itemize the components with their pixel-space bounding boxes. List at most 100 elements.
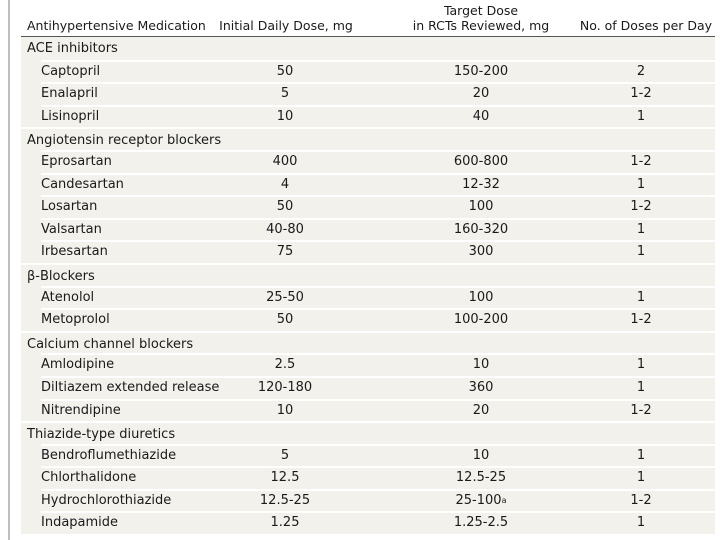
- drug-name: Valsartan: [41, 221, 102, 237]
- table-row: Chlorthalidone 12.5 12.5-25 1: [21, 466, 715, 489]
- header-target-line2: in RCTs Reviewed, mg: [412, 18, 550, 33]
- initial-dose: 12.5-25: [259, 492, 311, 508]
- target-dose: 1.25-2.5: [431, 515, 531, 530]
- initial-dose: 40-80: [266, 221, 304, 237]
- target-dose-value: 12-32: [462, 176, 500, 192]
- doses-per-day: 1: [636, 221, 646, 237]
- table-row: Candesartan 4 12-32 1: [21, 172, 715, 196]
- drug-name: Candesartan: [41, 176, 124, 192]
- target-dose-value: 300: [468, 244, 494, 260]
- doses-per-day: 1-2: [630, 86, 652, 102]
- table-header: Antihypertensive Medication Initial Dail…: [21, 2, 715, 37]
- doses-per-day: 1-2: [630, 402, 652, 418]
- target-dose-value: 100: [468, 289, 494, 305]
- target-dose-value: 25-100: [455, 492, 502, 508]
- category-label: Thiazide-type diuretics: [27, 427, 176, 443]
- target-dose-value: 360: [468, 379, 494, 395]
- header-target-line1: Target Dose: [443, 3, 519, 18]
- target-dose-value: 10: [472, 357, 490, 373]
- initial-dose: 50: [276, 312, 294, 328]
- target-dose: 100: [431, 290, 531, 305]
- initial-dose: 10: [276, 108, 294, 124]
- target-dose-value: 100-200: [453, 312, 509, 328]
- initial-dose: 5: [280, 86, 290, 102]
- initial-dose: 10: [276, 402, 294, 418]
- table-row: Valsartan 40-80 160-320 1: [21, 217, 715, 241]
- category-row: ACE inhibitors: [21, 37, 715, 60]
- drug-name: Nitrendipine: [41, 402, 121, 418]
- drug-name: Amlodipine: [41, 357, 115, 373]
- initial-dose: 5: [280, 447, 290, 463]
- target-dose: 12.5-25: [431, 470, 531, 485]
- target-dose-value: 20: [472, 86, 490, 102]
- table-body: ACE inhibitors Captopril 50 150-200 2 Enalapr…: [21, 37, 715, 535]
- table-row: Lisinopril 10 40 1: [21, 104, 715, 128]
- drug-name: Enalapril: [41, 86, 98, 102]
- target-dose-value: 160-320: [453, 221, 509, 237]
- target-dose-value: 12.5-25: [455, 470, 507, 486]
- table-row: Indapamide 1.25 1.25-2.5 1: [21, 511, 715, 535]
- table-row: Hydrochlorothiazide 12.5-25 25-100a 1-2: [21, 488, 715, 512]
- drug-name: Lisinopril: [41, 108, 100, 124]
- doses-per-day: 1-2: [630, 153, 652, 169]
- category-row: Angiotensin receptor blockers: [21, 127, 715, 150]
- target-dose: 40: [431, 109, 531, 124]
- drug-name: Hydrochlorothiazide: [41, 492, 172, 508]
- target-dose: 10: [431, 448, 531, 463]
- doses-per-day: 1: [636, 470, 646, 486]
- category-row: Thiazide-type diuretics: [21, 421, 715, 444]
- target-dose: 20: [431, 86, 531, 101]
- doses-per-day: 1: [636, 176, 646, 192]
- drug-name: Indapamide: [41, 515, 119, 531]
- table-row: Metoprolol 50 100-200 1-2: [21, 308, 715, 331]
- target-dose: 360: [431, 380, 531, 395]
- doses-per-day: 1: [636, 379, 646, 395]
- table-row: Diltiazem extended release 120-180 360 1: [21, 375, 715, 399]
- drug-name: Irbesartan: [41, 244, 108, 260]
- target-dose-value: 100: [468, 199, 494, 215]
- target-dose: 600-800: [431, 154, 531, 169]
- target-dose-value: 150-200: [453, 63, 509, 79]
- table-row: Amlodipine 2.5 10 1: [21, 353, 715, 376]
- doses-per-day: 1: [636, 357, 646, 373]
- target-dose: 20: [431, 403, 531, 418]
- table-row: Captopril 50 150-200 2: [21, 59, 715, 83]
- initial-dose: 12.5: [270, 470, 300, 486]
- target-dose: 100: [431, 199, 531, 214]
- header-initial-dose: Initial Daily Dose, mg: [219, 18, 353, 33]
- target-dose: 100-200: [431, 312, 531, 327]
- header-doses-per-day: No. of Doses per Day: [579, 18, 713, 33]
- initial-dose: 25-50: [266, 289, 304, 305]
- drug-name: Losartan: [41, 199, 98, 215]
- table-row: Enalapril 5 20 1-2: [21, 82, 715, 105]
- target-dose: 25-100a: [431, 493, 531, 508]
- initial-dose: 4: [280, 176, 290, 192]
- category-label: Angiotensin receptor blockers: [27, 133, 222, 149]
- category-label: Calcium channel blockers: [27, 336, 194, 352]
- initial-dose: 400: [272, 153, 298, 169]
- target-dose-value: 20: [472, 402, 490, 418]
- initial-dose: 50: [276, 63, 294, 79]
- drug-name: Captopril: [41, 63, 101, 79]
- target-dose: 150-200: [431, 64, 531, 79]
- initial-dose: 75: [276, 244, 294, 260]
- initial-dose: 50: [276, 199, 294, 215]
- table-row: Nitrendipine 10 20 1-2: [21, 398, 715, 422]
- doses-per-day: 1-2: [630, 492, 652, 508]
- doses-per-day: 1: [636, 108, 646, 124]
- drug-name: Atenolol: [41, 289, 95, 305]
- doses-per-day: 2: [636, 63, 646, 79]
- doses-per-day: 1-2: [630, 199, 652, 215]
- doses-per-day: 1: [636, 447, 646, 463]
- category-row: Calcium channel blockers: [21, 330, 715, 354]
- initial-dose: 120-180: [257, 379, 313, 395]
- target-dose-value: 10: [472, 447, 490, 463]
- drug-name: Chlorthalidone: [41, 470, 137, 486]
- doses-per-day: 1: [636, 244, 646, 260]
- drug-name: Eprosartan: [41, 153, 112, 169]
- header-target-dose: Target Dose in RCTs Reviewed, mg: [401, 3, 561, 33]
- category-row: β-Blockers: [21, 262, 715, 286]
- doses-per-day: 1: [636, 289, 646, 305]
- target-dose: 160-320: [431, 222, 531, 237]
- target-dose: 10: [431, 357, 531, 372]
